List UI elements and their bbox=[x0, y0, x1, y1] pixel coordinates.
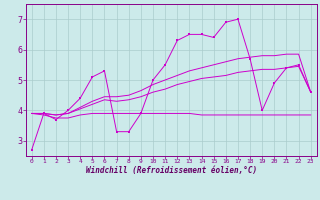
X-axis label: Windchill (Refroidissement éolien,°C): Windchill (Refroidissement éolien,°C) bbox=[86, 166, 257, 175]
